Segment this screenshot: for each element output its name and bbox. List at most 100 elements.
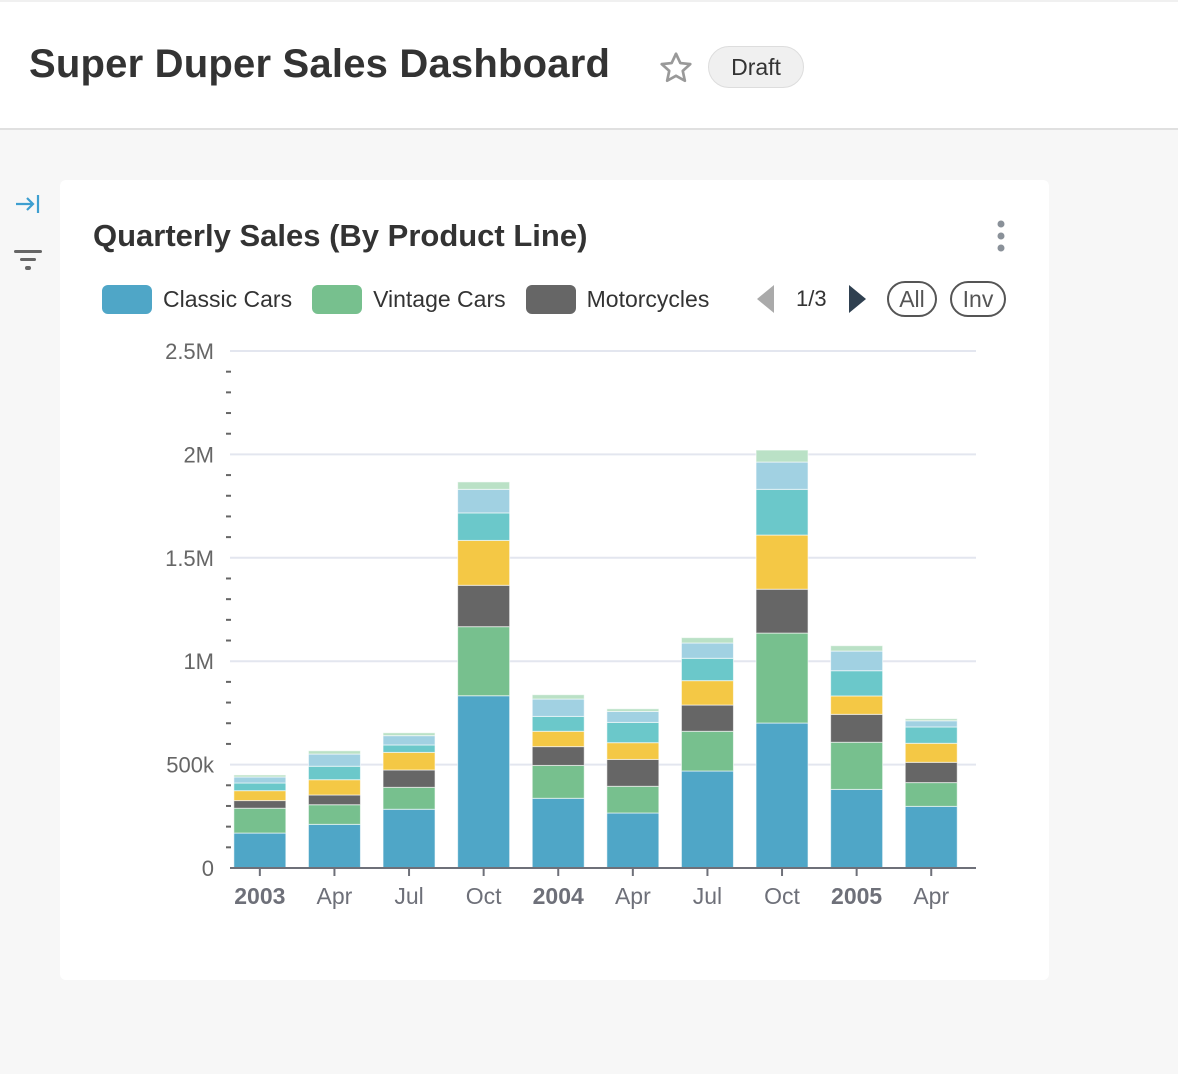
bar-segment-series-5: [904, 720, 958, 728]
bar-segment-series-6: [531, 694, 585, 700]
bar-segment-motorcycles: [307, 794, 361, 806]
bar-segment-series-5: [307, 753, 361, 767]
kebab-menu-icon[interactable]: [994, 219, 1008, 255]
bar-segment-classic-cars: [904, 805, 958, 869]
bar-segment-series-3: [755, 534, 809, 590]
bar-segment-series-4: [457, 512, 511, 541]
bar-segment-series-3: [680, 680, 734, 706]
bar-segment-series-5: [606, 710, 660, 723]
bar-segment-series-5: [457, 488, 511, 514]
bar-segment-motorcycles: [755, 588, 809, 634]
bar-segment-series-5: [233, 776, 287, 784]
legend-select-all-button[interactable]: All: [887, 281, 937, 317]
y-tick-label: 0: [202, 856, 214, 881]
dashboard-title: Super Duper Sales Dashboard: [29, 42, 611, 86]
bar-segment-classic-cars: [233, 832, 287, 869]
bar-segment-series-3: [531, 730, 585, 748]
bar-segment-motorcycles: [606, 758, 660, 787]
bar-segment-classic-cars: [680, 770, 734, 869]
legend-page-indicator: 1/3: [796, 286, 827, 311]
bar-segment-vintage-cars: [904, 782, 958, 807]
legend-label: Motorcycles: [586, 285, 710, 312]
bar-segment-classic-cars: [457, 695, 511, 869]
bar-segment-series-6: [830, 645, 884, 652]
bar-segment-series-6: [307, 750, 361, 755]
x-tick-label: Apr: [615, 883, 651, 909]
filter-icon[interactable]: [13, 248, 43, 274]
bar-segment-vintage-cars: [680, 730, 734, 772]
bar-segment-motorcycles: [680, 704, 734, 732]
x-tick-label: 2005: [831, 883, 882, 909]
bar-segment-motorcycles: [233, 800, 287, 809]
bar-segment-series-5: [531, 698, 585, 717]
bar-segment-series-5: [830, 650, 884, 672]
x-tick-label: Jul: [394, 883, 423, 909]
legend-item-classic-cars[interactable]: Classic Cars: [102, 284, 293, 314]
bar-segment-classic-cars: [606, 812, 660, 869]
x-tick-label: 2003: [234, 883, 285, 909]
bar-segment-vintage-cars: [755, 632, 809, 724]
bar-segment-series-4: [680, 657, 734, 682]
bar-segment-series-6: [606, 708, 660, 712]
x-tick-label: Apr: [913, 883, 949, 909]
bar-segment-vintage-cars: [457, 626, 511, 697]
bar-segment-series-3: [830, 695, 884, 715]
y-tick-label: 1M: [183, 649, 214, 674]
bar-segment-series-3: [904, 742, 958, 763]
x-tick-label: Jul: [693, 883, 722, 909]
dashboard-header: Super Duper Sales Dashboard Draft: [0, 0, 1178, 130]
bar-segment-series-5: [755, 461, 809, 490]
legend-swatch: [312, 284, 363, 314]
bar-segment-motorcycles: [457, 584, 511, 628]
bar-segment-series-6: [680, 637, 734, 644]
bar-segment-vintage-cars: [830, 741, 884, 790]
bar-segment-vintage-cars: [382, 786, 436, 810]
bar-segment-series-6: [457, 481, 511, 490]
x-tick-label: Oct: [466, 883, 502, 909]
bar-segment-series-6: [382, 732, 436, 737]
x-tick-label: 2004: [533, 883, 584, 909]
bar-segment-series-5: [680, 642, 734, 659]
bar-segment-series-4: [233, 782, 287, 792]
bar-segment-motorcycles: [904, 761, 958, 784]
x-tick-label: Apr: [317, 883, 353, 909]
bar-segment-series-3: [606, 742, 660, 760]
bar-segment-vintage-cars: [233, 807, 287, 834]
bar-segment-series-3: [457, 539, 511, 586]
legend-invert-button[interactable]: Inv: [950, 281, 1006, 317]
bar-segment-series-5: [382, 735, 436, 746]
chart-legend: Classic Cars Vintage Cars Motorcycles: [102, 282, 729, 316]
legend-label: Classic Cars: [163, 285, 293, 312]
bar-segment-series-4: [382, 744, 436, 753]
bar-segment-series-6: [233, 774, 287, 778]
bar-segment-series-6: [904, 718, 958, 722]
bar-segment-series-4: [904, 726, 958, 744]
star-outline-icon[interactable]: [658, 50, 694, 86]
bar-segment-series-4: [606, 721, 660, 744]
legend-item-vintage-cars[interactable]: Vintage Cars: [312, 284, 506, 314]
bar-segment-vintage-cars: [307, 804, 361, 825]
bar-segment-classic-cars: [830, 788, 884, 869]
bar-segment-series-3: [233, 790, 287, 802]
legend-prev-page-icon[interactable]: [756, 284, 776, 314]
bar-segment-series-4: [531, 715, 585, 732]
bar-segment-classic-cars: [382, 808, 436, 869]
bar-segment-vintage-cars: [531, 764, 585, 799]
bar-segment-series-3: [382, 751, 436, 771]
y-tick-label: 2M: [183, 442, 214, 467]
bar-segment-motorcycles: [382, 769, 436, 788]
status-badge[interactable]: Draft: [708, 46, 804, 88]
legend-item-motorcycles[interactable]: Motorcycles: [525, 284, 710, 314]
legend-next-page-icon[interactable]: [847, 284, 867, 314]
bar-segment-series-4: [307, 765, 361, 781]
legend-pager: 1/3: [756, 282, 867, 316]
expand-right-icon[interactable]: [13, 192, 41, 216]
x-tick-label: Oct: [764, 883, 800, 909]
bar-segment-series-3: [307, 779, 361, 796]
legend-label: Vintage Cars: [373, 285, 506, 312]
bar-segment-classic-cars: [307, 823, 361, 869]
bar-segment-motorcycles: [531, 746, 585, 766]
y-tick-label: 1.5M: [165, 546, 214, 571]
legend-swatch: [525, 284, 576, 314]
